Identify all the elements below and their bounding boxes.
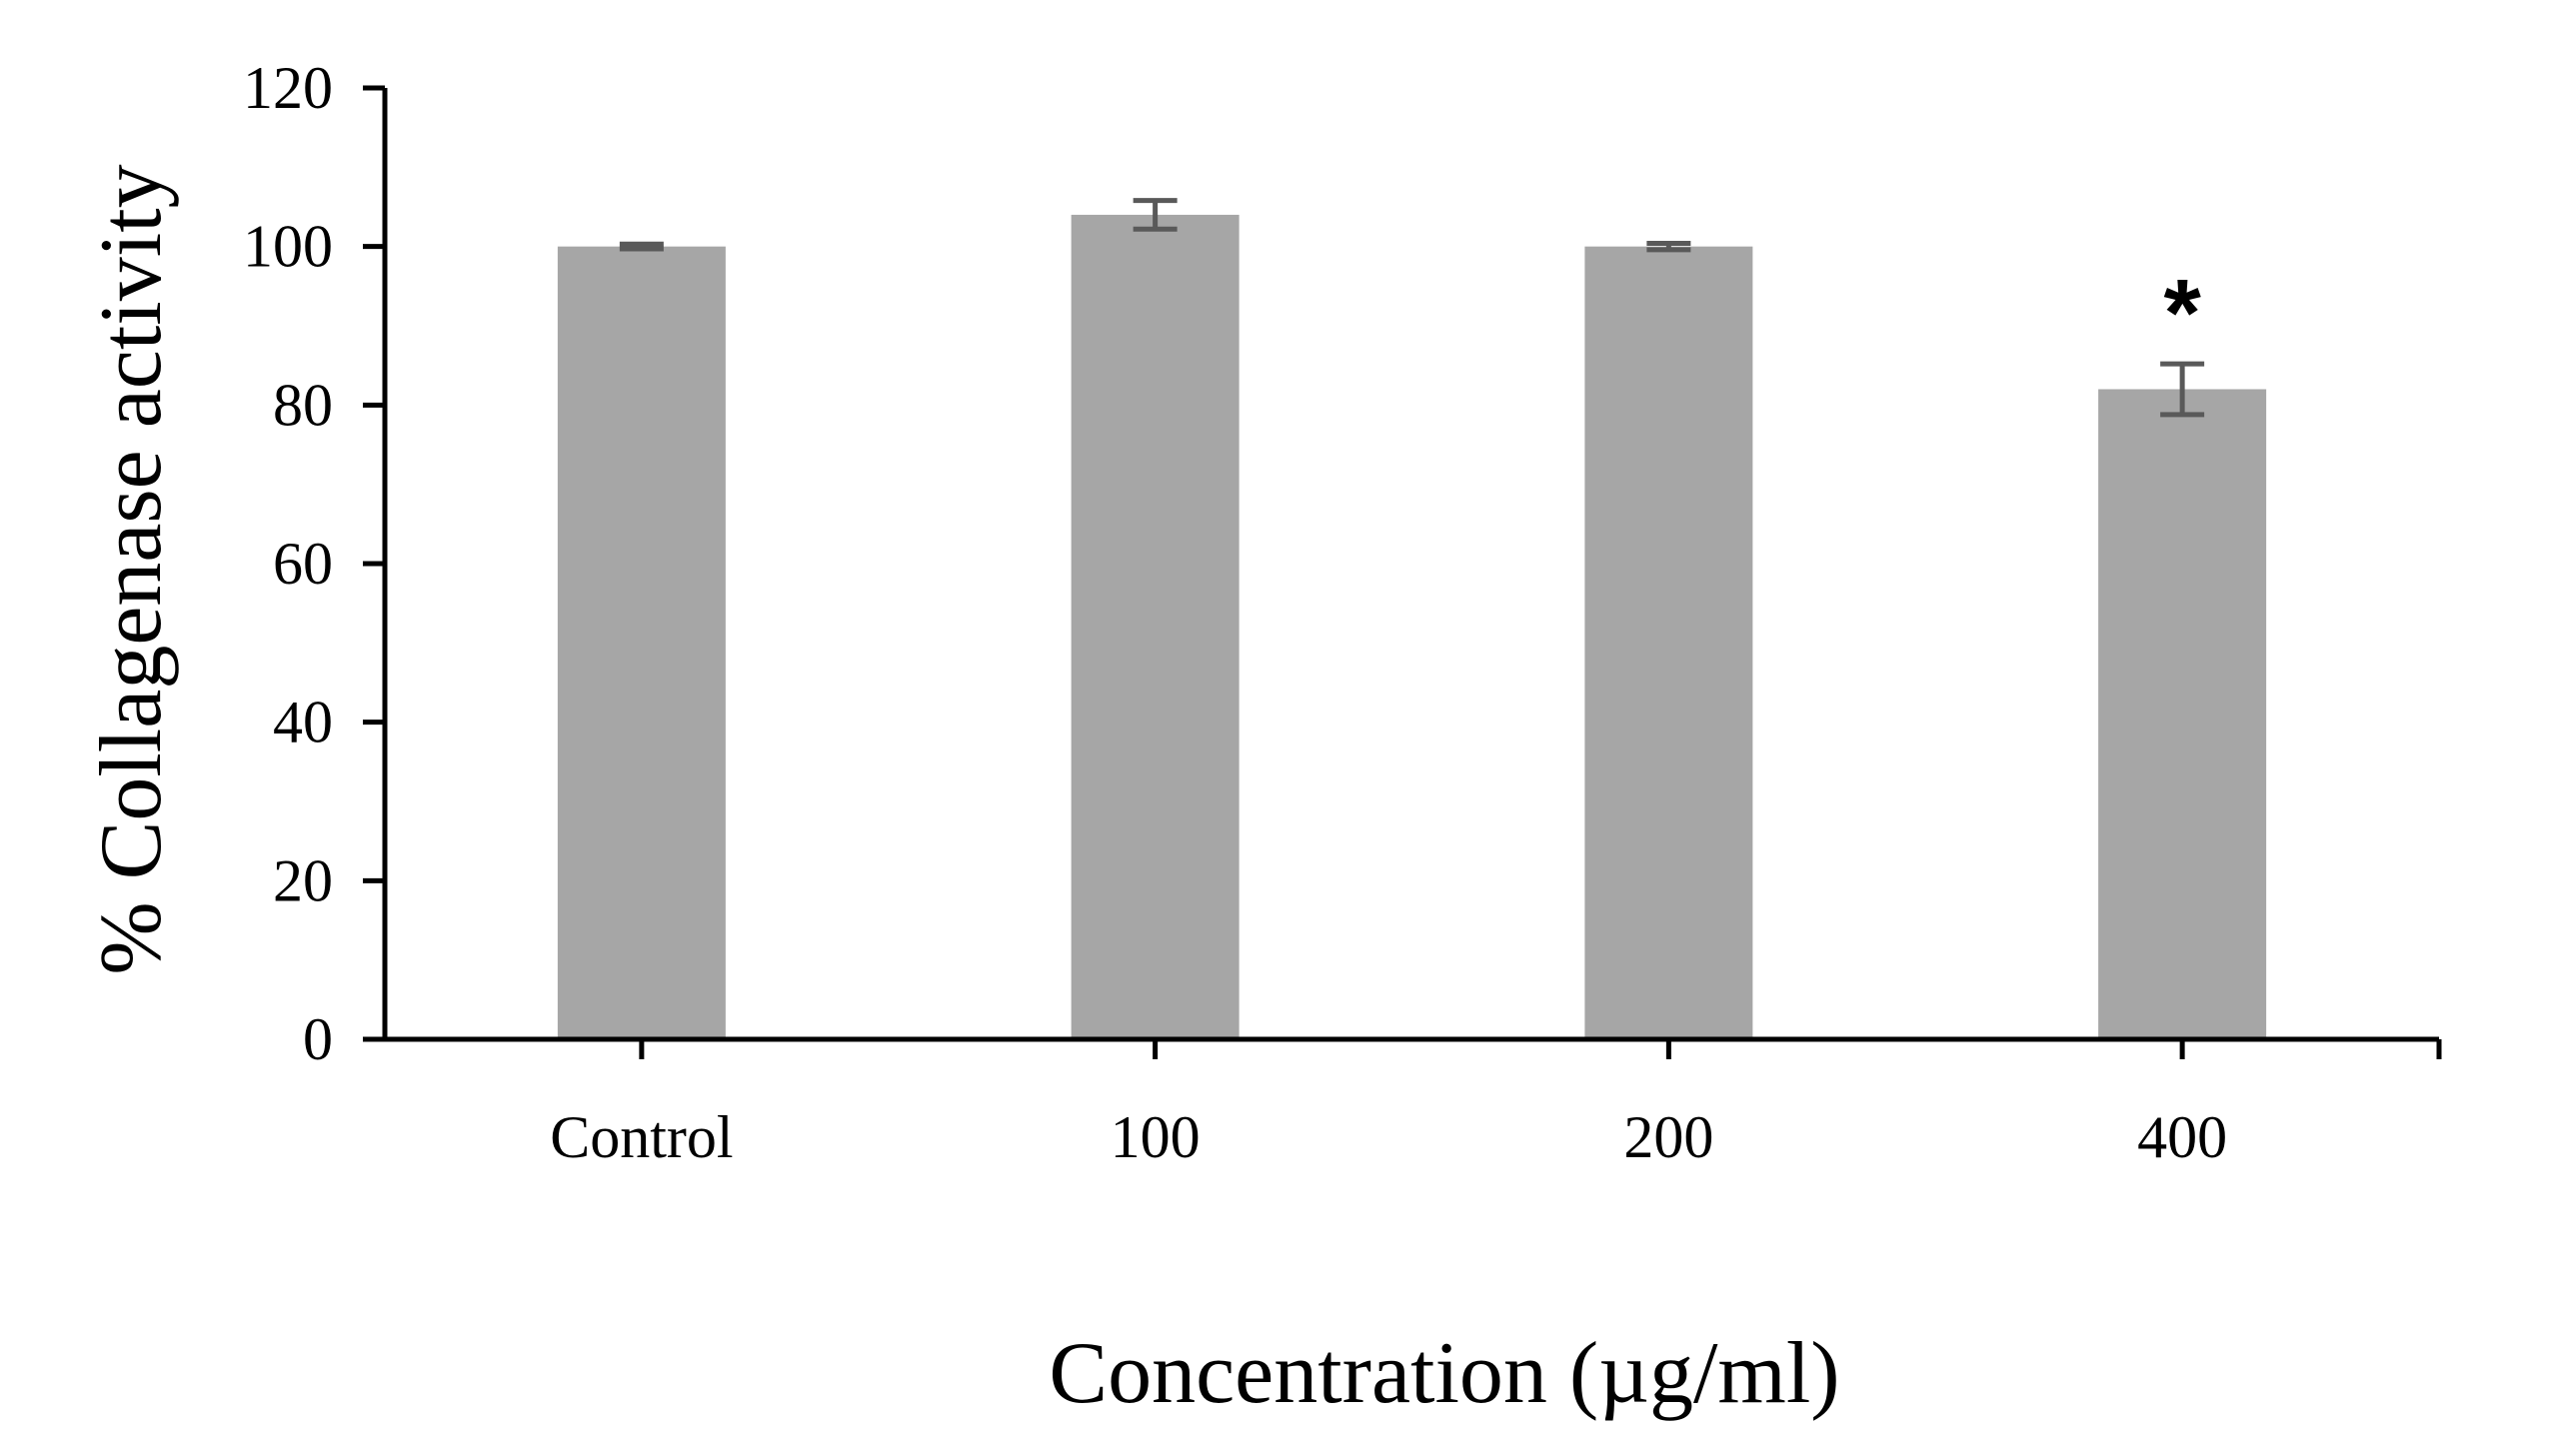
bars-group — [557, 214, 2267, 1039]
x-ticks-group: Control 100 200 400 — [550, 1039, 2442, 1170]
significance-mark-400: * — [2163, 260, 2201, 367]
bar-200 — [1584, 246, 1753, 1039]
bar-control — [557, 246, 726, 1039]
bar-400 — [2098, 389, 2267, 1039]
x-tick-label-200: 200 — [1623, 1104, 1713, 1170]
error-bars-group — [619, 198, 2205, 418]
x-axis-title: Concentration (µg/ml) — [1049, 1325, 1839, 1422]
y-axis-title: % Collagenase activity — [83, 164, 180, 974]
y-tick-label-0: 0 — [303, 1006, 333, 1072]
x-tick-label-400: 400 — [2137, 1104, 2227, 1170]
bar-100 — [1071, 214, 1240, 1039]
y-tick-label-100: 100 — [243, 214, 333, 280]
y-tick-label-120: 120 — [243, 55, 333, 121]
y-tick-label-60: 60 — [273, 531, 333, 597]
x-tick-label-control: Control — [550, 1104, 733, 1170]
y-tick-label-20: 20 — [273, 847, 333, 913]
y-tick-label-80: 80 — [273, 372, 333, 438]
y-tick-label-40: 40 — [273, 690, 333, 755]
significance-marks-group: * — [2163, 260, 2201, 367]
x-tick-label-100: 100 — [1111, 1104, 1201, 1170]
y-ticks-group: 0 20 40 60 80 100 120 — [243, 55, 385, 1072]
